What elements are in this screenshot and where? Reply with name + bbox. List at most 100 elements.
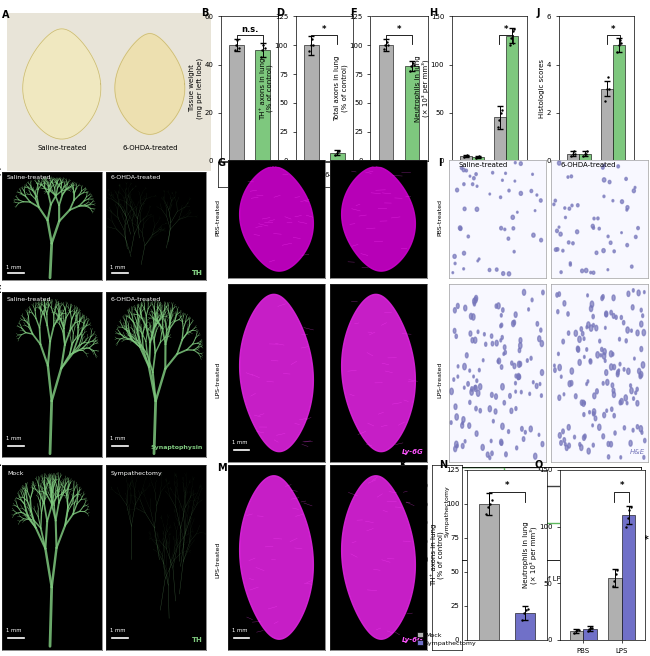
Text: Saline-treated: Saline-treated	[458, 162, 508, 168]
Circle shape	[590, 325, 593, 331]
Circle shape	[478, 384, 482, 390]
Point	[582, 626, 593, 636]
Circle shape	[523, 437, 525, 441]
Circle shape	[615, 316, 618, 319]
Point	[616, 37, 627, 48]
Circle shape	[457, 375, 459, 378]
Circle shape	[536, 321, 539, 326]
Circle shape	[580, 445, 583, 451]
Circle shape	[508, 430, 510, 434]
Circle shape	[605, 312, 607, 317]
Circle shape	[592, 412, 595, 416]
Polygon shape	[240, 167, 313, 271]
Point	[259, 43, 270, 53]
Circle shape	[515, 374, 517, 378]
Circle shape	[558, 161, 561, 165]
Circle shape	[613, 250, 616, 253]
Text: Saline-treated: Saline-treated	[563, 470, 612, 476]
Circle shape	[626, 209, 628, 211]
Bar	[460, 156, 472, 161]
Circle shape	[580, 400, 583, 405]
Circle shape	[560, 375, 562, 379]
Point	[383, 40, 393, 51]
Circle shape	[462, 417, 465, 422]
Point	[334, 146, 345, 157]
Circle shape	[560, 271, 562, 274]
Text: PBS-treated: PBS-treated	[216, 199, 220, 237]
Text: K: K	[399, 460, 407, 470]
Circle shape	[558, 226, 560, 228]
Circle shape	[536, 384, 538, 388]
Text: Ly-6G: Ly-6G	[402, 449, 424, 455]
Circle shape	[475, 431, 478, 436]
Circle shape	[580, 327, 582, 331]
Circle shape	[455, 334, 458, 338]
Circle shape	[577, 346, 579, 352]
Circle shape	[474, 406, 477, 411]
Circle shape	[625, 338, 627, 343]
Circle shape	[613, 365, 616, 369]
Circle shape	[474, 297, 477, 303]
Circle shape	[587, 448, 590, 454]
Circle shape	[617, 165, 619, 168]
Circle shape	[503, 401, 506, 405]
Circle shape	[564, 443, 566, 446]
Circle shape	[517, 375, 520, 380]
Circle shape	[503, 352, 504, 356]
Point	[497, 104, 508, 115]
Point	[601, 83, 612, 94]
Circle shape	[592, 424, 593, 427]
Circle shape	[525, 430, 527, 434]
Circle shape	[603, 413, 606, 418]
Point	[481, 508, 491, 519]
Circle shape	[625, 177, 627, 180]
Y-axis label: Tissue weight
(mg per left lobe): Tissue weight (mg per left lobe)	[189, 58, 203, 119]
Circle shape	[467, 382, 469, 386]
Circle shape	[497, 359, 499, 363]
Point	[405, 66, 415, 76]
Text: Mock: Mock	[251, 467, 269, 473]
Circle shape	[469, 369, 471, 372]
Point	[380, 40, 391, 51]
Circle shape	[479, 409, 482, 413]
Point	[624, 504, 634, 515]
Circle shape	[587, 380, 589, 383]
Point	[587, 623, 597, 633]
Circle shape	[612, 392, 616, 398]
Circle shape	[567, 176, 569, 178]
Circle shape	[571, 204, 573, 207]
Circle shape	[491, 451, 493, 455]
Circle shape	[558, 352, 559, 356]
Point	[474, 151, 484, 161]
Text: 1 mm: 1 mm	[232, 440, 248, 445]
Circle shape	[504, 172, 506, 174]
Point	[612, 47, 623, 58]
Circle shape	[563, 393, 565, 396]
Circle shape	[562, 339, 564, 344]
Circle shape	[454, 308, 456, 313]
Point	[460, 151, 471, 161]
Circle shape	[491, 171, 494, 174]
Text: Sympathectomy: Sympathectomy	[445, 485, 450, 537]
Circle shape	[477, 330, 479, 333]
Point	[232, 35, 242, 46]
Circle shape	[494, 409, 497, 414]
Point	[471, 153, 481, 163]
Text: Saline-treated: Saline-treated	[235, 162, 285, 168]
Point	[463, 151, 473, 161]
Circle shape	[569, 262, 571, 264]
Circle shape	[554, 248, 557, 251]
Circle shape	[642, 314, 644, 318]
Circle shape	[603, 178, 606, 182]
Circle shape	[529, 392, 530, 396]
Circle shape	[582, 331, 584, 336]
Circle shape	[634, 186, 636, 189]
Circle shape	[630, 265, 633, 268]
Circle shape	[540, 394, 542, 398]
Circle shape	[586, 348, 588, 351]
Circle shape	[636, 424, 638, 429]
Circle shape	[602, 434, 604, 439]
Circle shape	[474, 386, 476, 390]
Point	[409, 60, 419, 70]
Circle shape	[500, 323, 502, 327]
